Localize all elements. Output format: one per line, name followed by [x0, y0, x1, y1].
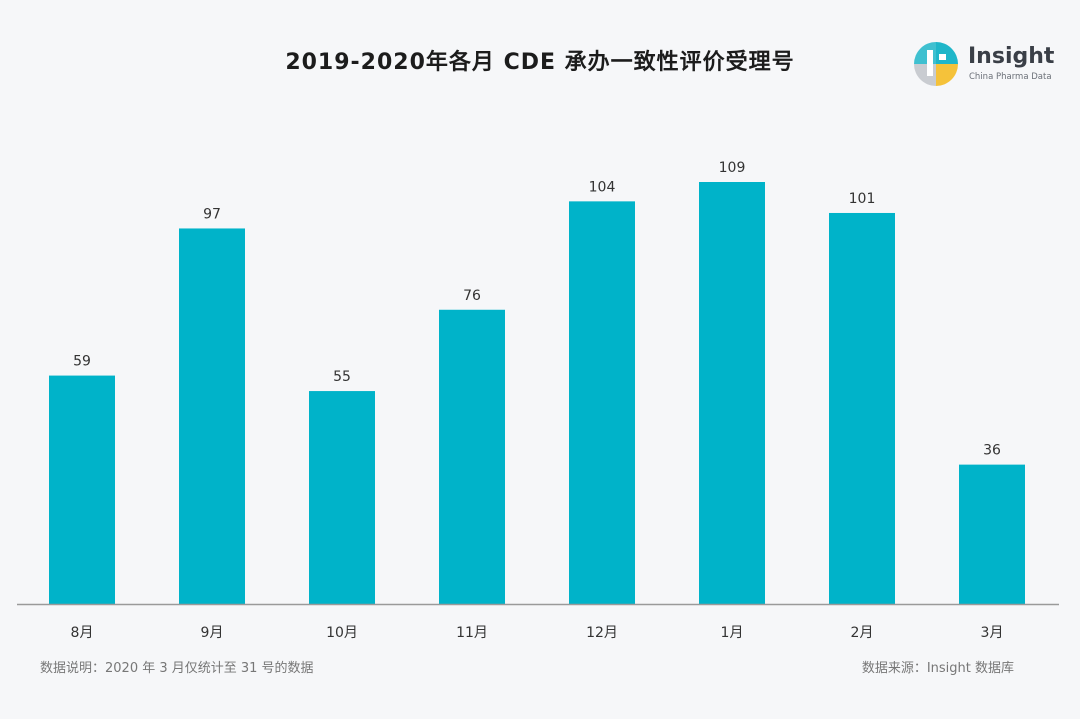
insight-logo-icon	[914, 42, 958, 86]
bar-8月	[49, 375, 115, 604]
logo-name: Insight	[968, 44, 1055, 69]
chart-title: 2019-2020年各月 CDE 承办一致性评价受理号	[285, 50, 795, 75]
bar-value-label: 109	[719, 160, 746, 176]
bar-value-label: 101	[849, 191, 876, 207]
data-source: 数据来源：Insight 数据库	[861, 661, 1014, 676]
x-tick-label: 10月	[326, 625, 358, 641]
insight-logo: Insight China Pharma Data	[912, 40, 1062, 88]
bar-11月	[439, 309, 505, 604]
bar-value-label: 97	[203, 206, 221, 222]
bar-12月	[569, 201, 635, 605]
x-tick-label: 11月	[456, 625, 488, 641]
bar-10月	[309, 391, 375, 604]
bar-value-label: 55	[333, 369, 351, 385]
x-tick-label: 1月	[721, 625, 744, 641]
bar-value-label: 76	[463, 288, 481, 304]
bar-9月	[179, 228, 245, 604]
x-tick-label: 2月	[851, 625, 874, 641]
data-note: 数据说明：2020 年 3 月仅统计至 31 号的数据	[40, 661, 314, 676]
x-tick-label: 8月	[71, 625, 94, 641]
bar-value-label: 36	[983, 443, 1001, 459]
x-tick-label: 12月	[586, 625, 618, 641]
bar-value-label: 59	[73, 354, 91, 370]
bar-value-label: 104	[589, 179, 616, 195]
bar-1月	[699, 182, 765, 604]
x-tick-label: 9月	[201, 625, 224, 641]
bar-3月	[959, 464, 1025, 604]
logo-tagline: China Pharma Data	[969, 72, 1052, 82]
x-tick-label: 3月	[981, 625, 1004, 641]
bar-2月	[829, 212, 895, 604]
